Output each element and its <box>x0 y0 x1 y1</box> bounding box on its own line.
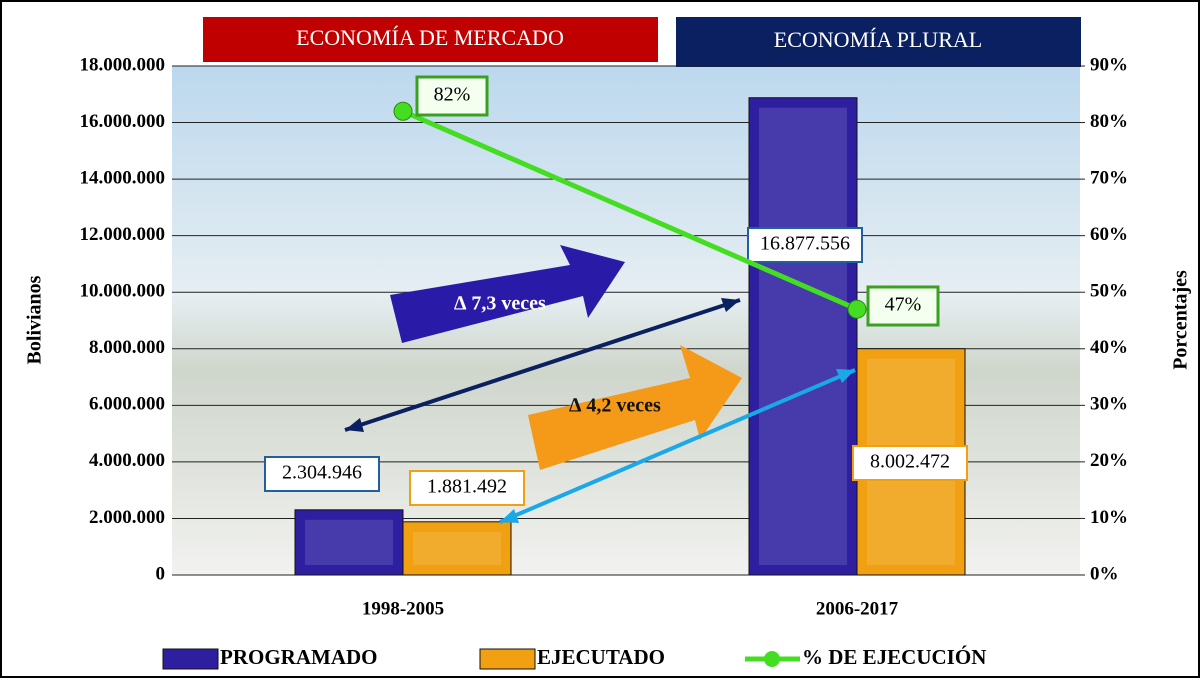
arrow-head <box>345 418 364 432</box>
y2-tick-label: 70% <box>1090 167 1128 188</box>
value-label: 16.877.556 <box>760 233 850 255</box>
bar <box>294 509 404 576</box>
header-box <box>676 17 1081 67</box>
y2-axis-label: Porcentajes <box>1170 270 1192 370</box>
header: ECONOMÍA PLURAL <box>774 27 982 52</box>
bars <box>294 97 966 576</box>
value-label-box <box>747 227 863 263</box>
y2-tick-label: 20% <box>1090 450 1128 471</box>
value-label: 8.002.472 <box>870 451 950 473</box>
y2-tick-label: 50% <box>1090 281 1128 302</box>
y2-tick-label: 30% <box>1090 394 1128 415</box>
header: ECONOMÍA DE MERCADO <box>296 25 564 50</box>
bar-bevel <box>759 107 847 565</box>
annotation: ∆ 4,2 veces <box>569 395 661 417</box>
y-tick-label: 12.000.000 <box>80 224 166 245</box>
y-tick-label: 14.000.000 <box>80 167 166 188</box>
legend-label: % DE EJECUCIÓN <box>802 645 986 669</box>
y-tick-label: 6.000.000 <box>89 394 165 415</box>
x-tick-label: 1998-2005 <box>362 598 444 619</box>
y-tick-label: 2.000.000 <box>89 507 165 528</box>
legend-label: PROGRAMADO <box>220 645 377 669</box>
legend-swatch <box>764 651 780 667</box>
arrow-head <box>836 369 855 383</box>
bar <box>402 521 512 576</box>
value-label-box <box>415 75 489 117</box>
y-tick-label: 8.000.000 <box>89 337 165 358</box>
bar-bevel <box>305 519 393 565</box>
x-tick-label: 2006-2017 <box>816 598 899 619</box>
y-tick-label: 10.000.000 <box>80 281 166 302</box>
legend-swatch <box>162 648 219 670</box>
y-tick-label: 16.000.000 <box>80 111 166 132</box>
bar <box>748 97 858 576</box>
bar-bevel <box>413 531 501 565</box>
line <box>402 108 858 312</box>
y2-tick-label: 80% <box>1090 111 1128 132</box>
y-tick-label: 4.000.000 <box>89 450 165 471</box>
y2-tick-label: 10% <box>1090 507 1128 528</box>
value-label: 82% <box>434 84 471 106</box>
y-tick-label: 0 <box>156 563 166 584</box>
growth-arrow <box>390 245 625 343</box>
comparison-line <box>499 368 856 524</box>
overlay: 2.304.946 16.877.556 1.881.492 8.002.472 82%… <box>162 75 986 670</box>
value-label-box <box>264 456 380 492</box>
y2-tick-label: 40% <box>1090 337 1128 358</box>
arrow-head <box>721 298 740 312</box>
legend-swatch <box>479 648 536 670</box>
value-label-box <box>852 445 968 481</box>
y-axis-label: Bolivianos <box>24 275 46 364</box>
legend-label: EJECUTADO <box>537 645 665 669</box>
annotation: ∆ 7,3 veces <box>454 293 546 315</box>
value-label: 2.304.946 <box>282 462 362 484</box>
value-label: 47% <box>885 294 922 316</box>
value-label-box <box>866 285 940 327</box>
value-label-box <box>409 470 525 506</box>
arrow-head <box>500 509 519 523</box>
y2-tick-label: 90% <box>1090 54 1128 75</box>
header-box <box>203 17 658 62</box>
line-point <box>393 101 413 121</box>
comparison-line <box>344 298 741 432</box>
y-tick-label: 18.000.000 <box>80 54 166 75</box>
value-label: 1.881.492 <box>427 476 507 498</box>
line-point <box>847 299 867 319</box>
y2-tick-label: 0% <box>1090 563 1119 584</box>
y2-tick-label: 60% <box>1090 224 1128 245</box>
growth-arrow <box>528 345 742 470</box>
